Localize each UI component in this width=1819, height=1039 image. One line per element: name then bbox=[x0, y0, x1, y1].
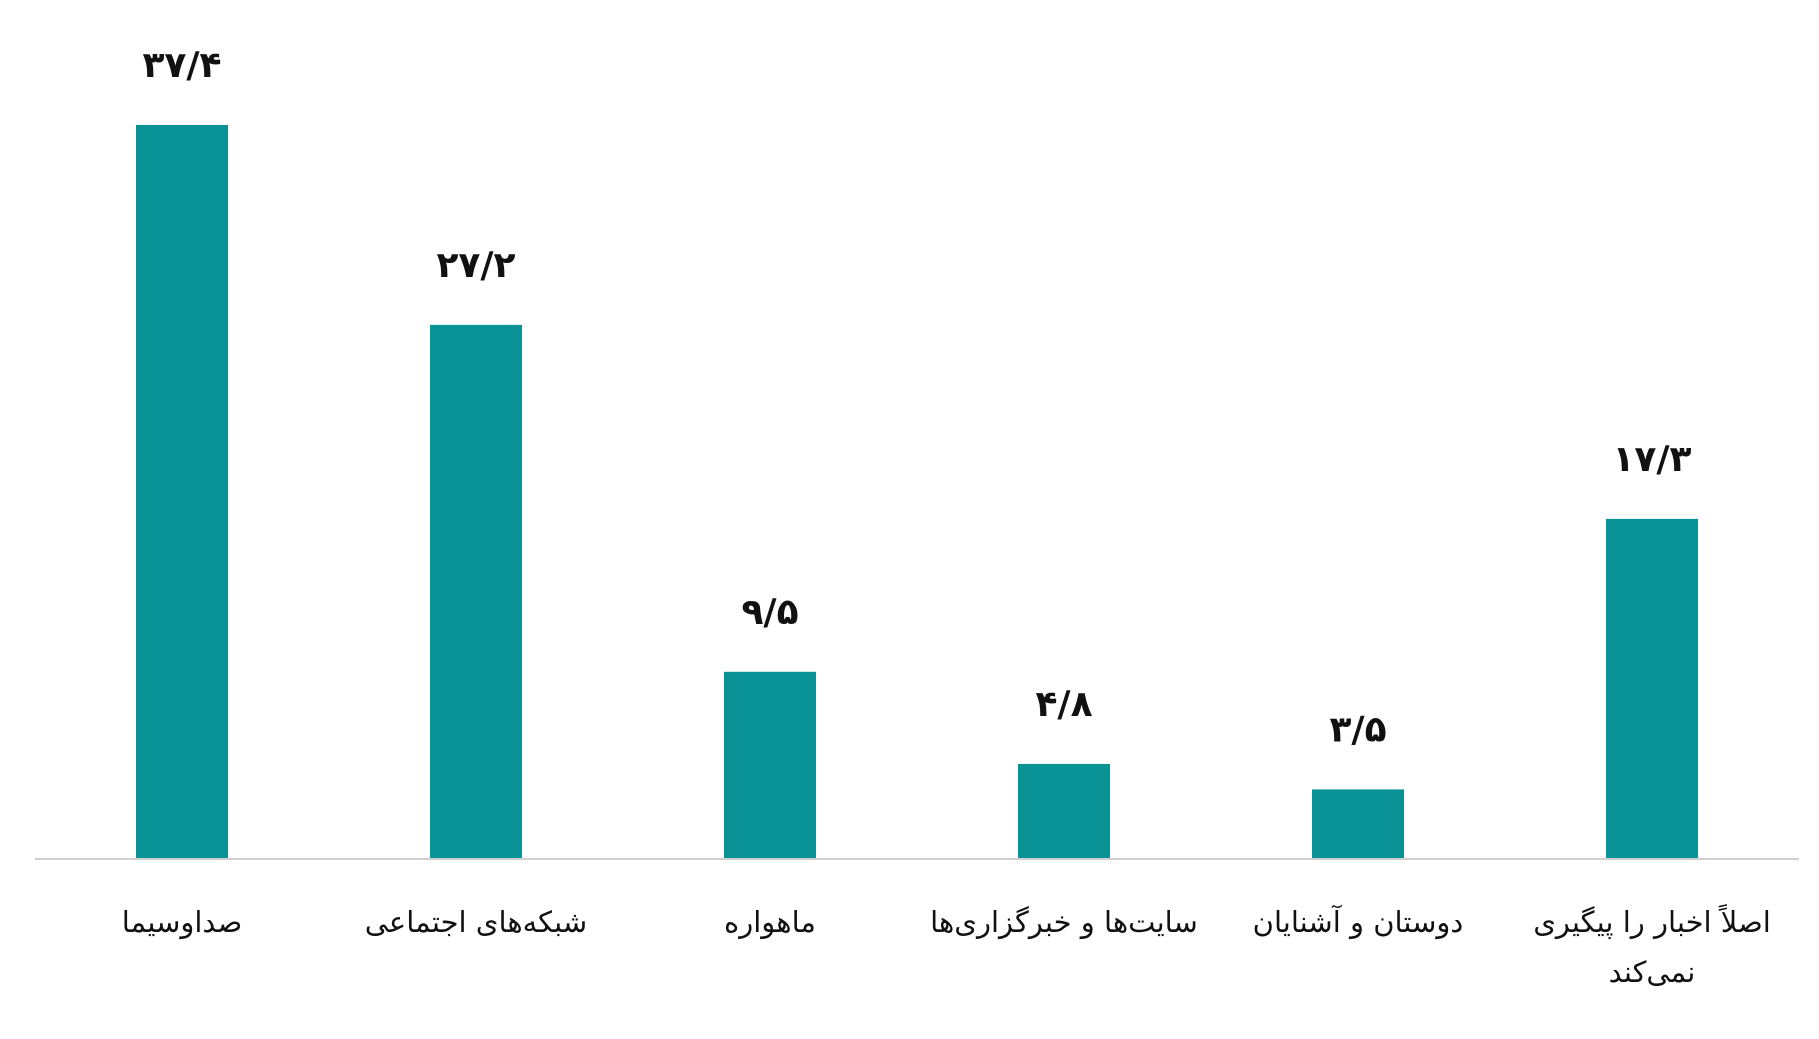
bar bbox=[1312, 789, 1404, 858]
x-tick-label: ماهواره bbox=[724, 905, 816, 939]
bar bbox=[136, 124, 228, 858]
bar bbox=[430, 324, 522, 858]
value-label: ۲۷/۲ bbox=[436, 245, 515, 286]
x-tick-label: دوستان و آشنایان bbox=[1252, 905, 1464, 939]
x-tick-label: اصلاً اخبار را پیگیری نمی‌کند bbox=[1533, 905, 1771, 989]
value-label: ۱۷/۳ bbox=[1612, 439, 1691, 480]
x-tick-label: صداوسیما bbox=[121, 905, 243, 939]
value-label: ۹/۵ bbox=[741, 592, 798, 633]
x-tick-label: شبکه‌های اجتماعی bbox=[364, 905, 588, 939]
x-tick-label: سایت‌ها و خبرگزاری‌ها bbox=[930, 905, 1198, 939]
bar bbox=[724, 671, 816, 858]
bar bbox=[1018, 763, 1110, 858]
bar bbox=[1606, 518, 1698, 858]
value-label: ۳/۵ bbox=[1329, 709, 1386, 750]
value-label: ۳۷/۴ bbox=[142, 45, 221, 86]
value-label: ۴/۸ bbox=[1035, 684, 1092, 725]
